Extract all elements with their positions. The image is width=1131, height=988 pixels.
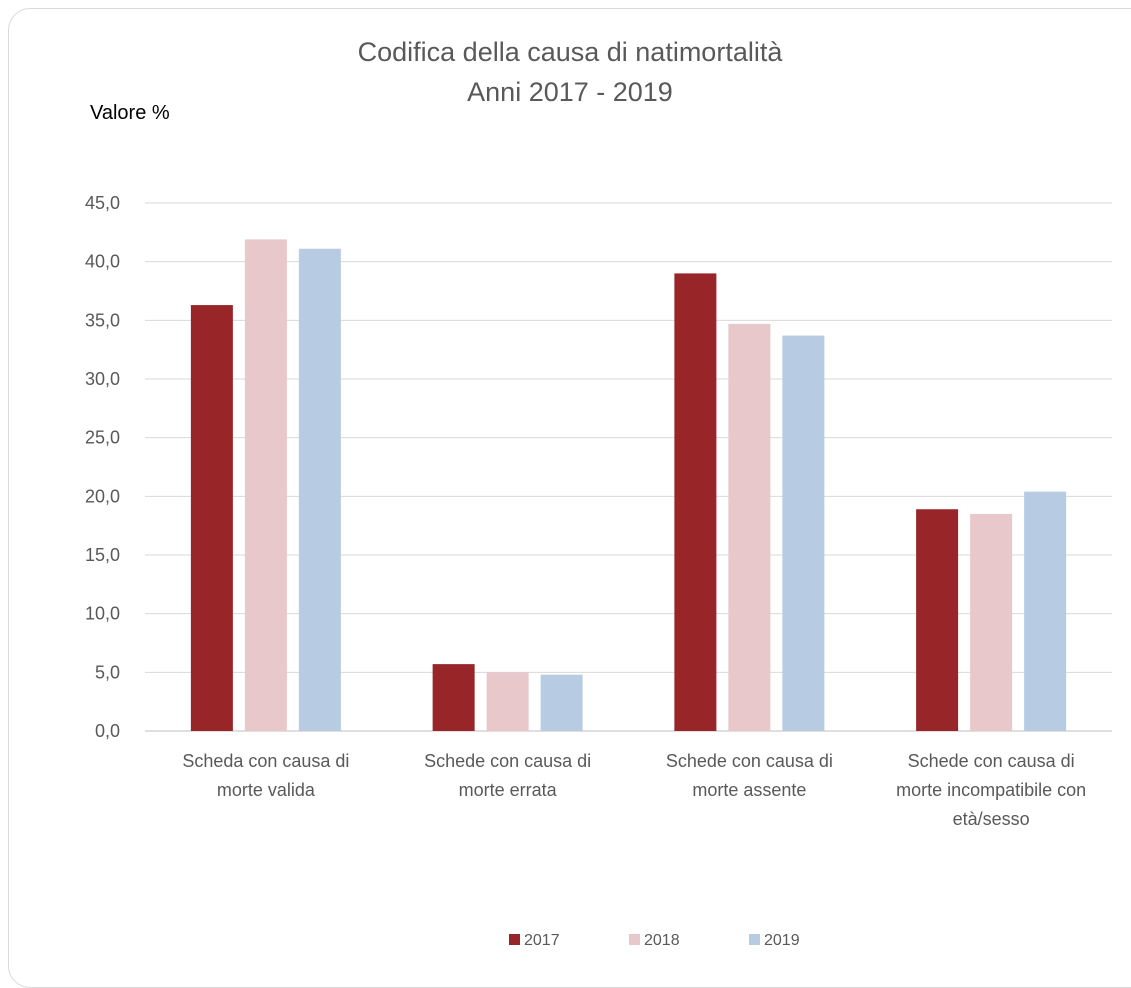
category-label: morte incompatibile con (896, 780, 1086, 800)
y-axis-label: Valore % (90, 102, 170, 124)
bar-2018 (728, 324, 770, 731)
legend-label-2019: 2019 (764, 932, 800, 949)
category-label: età/sesso (953, 809, 1030, 829)
y-tick-label: 15,0 (85, 545, 120, 565)
chart-title: Codifica della causa di natimortalità An… (358, 37, 784, 107)
legend-swatch-2018 (629, 934, 640, 945)
y-axis-ticks: 0,0 5,0 10,0 15,0 20,0 25,0 30,0 35,0 40,0 45,0 (85, 193, 120, 741)
legend-swatch-2019 (749, 934, 760, 945)
chart-title-line-2: Anni 2017 - 2019 (467, 77, 673, 107)
category-label: Schede con causa di (424, 751, 591, 771)
category-label: Schede con causa di (908, 751, 1075, 771)
y-tick-label: 45,0 (85, 193, 120, 213)
y-tick-label: 30,0 (85, 369, 120, 389)
category-label: Scheda con causa di (182, 751, 349, 771)
legend-label-2017: 2017 (524, 932, 560, 949)
y-tick-label: 20,0 (85, 486, 120, 506)
y-tick-label: 0,0 (95, 721, 120, 741)
y-tick-label: 35,0 (85, 310, 120, 330)
chart-canvas: Codifica della causa di natimortalità An… (0, 0, 1131, 967)
chart-title-line-1: Codifica della causa di natimortalità (358, 37, 784, 67)
y-tick-label: 10,0 (85, 604, 120, 624)
y-tick-label: 40,0 (85, 252, 120, 272)
category-label: morte assente (692, 780, 806, 800)
y-tick-label: 25,0 (85, 428, 120, 448)
bar-2018 (487, 672, 529, 731)
bar-2017 (191, 305, 233, 731)
legend-label-2018: 2018 (644, 932, 680, 949)
legend-swatch-2017 (509, 934, 520, 945)
category-label: morte valida (217, 780, 316, 800)
bar-2017 (674, 273, 716, 731)
bar-2017 (916, 509, 958, 731)
bar-2019 (1024, 492, 1066, 731)
legend: 2017 2018 2019 (509, 932, 800, 949)
bars (191, 239, 1066, 731)
bar-2019 (782, 336, 824, 731)
bar-2017 (433, 664, 475, 731)
category-label: Schede con causa di (666, 751, 833, 771)
bar-2019 (299, 249, 341, 731)
bar-2018 (245, 239, 287, 731)
gridlines (145, 203, 1112, 731)
category-label: morte errata (459, 780, 558, 800)
bar-2019 (541, 675, 583, 731)
bar-2018 (970, 514, 1012, 731)
y-tick-label: 5,0 (95, 662, 120, 682)
x-axis-categories: Scheda con causa di morte valida Schede co… (182, 751, 1086, 829)
